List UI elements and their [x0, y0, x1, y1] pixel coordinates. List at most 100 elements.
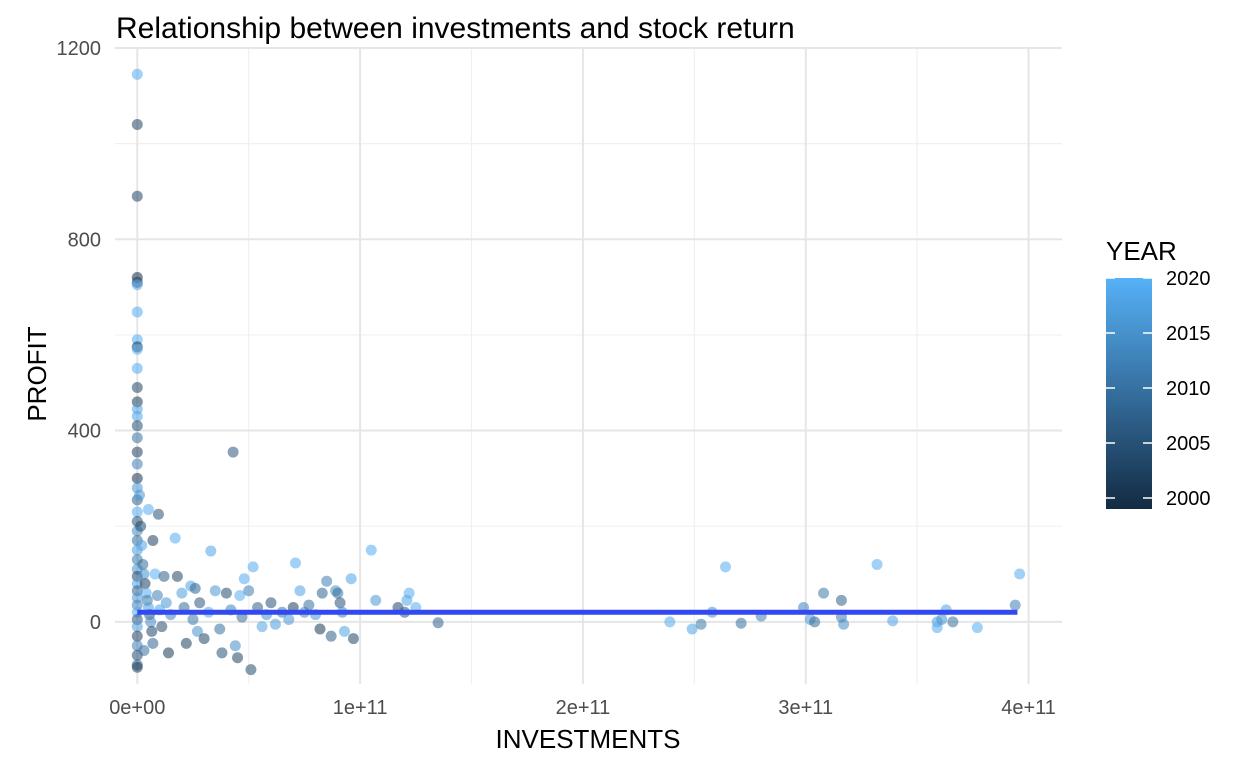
data-point: [131, 458, 143, 470]
legend-tick-label: 2000: [1166, 488, 1211, 510]
data-point: [283, 613, 295, 625]
data-point: [194, 597, 206, 609]
data-point: [220, 587, 232, 599]
data-point: [131, 621, 143, 633]
data-point: [971, 622, 983, 634]
data-point: [686, 623, 698, 635]
data-point: [147, 535, 159, 547]
data-point: [180, 637, 192, 649]
data-point: [131, 410, 143, 422]
data-point: [198, 633, 210, 645]
data-point: [146, 625, 158, 637]
chart-title: Relationship between investments and sto…: [116, 12, 795, 45]
data-point: [1014, 568, 1026, 580]
y-tick-label: 800: [68, 229, 101, 251]
data-point: [139, 578, 151, 590]
data-point: [265, 597, 277, 609]
data-point: [243, 585, 255, 597]
data-point: [314, 623, 326, 635]
data-point: [835, 594, 847, 606]
y-tick-label: 0: [90, 612, 101, 634]
data-point: [947, 616, 959, 628]
data-point: [151, 590, 163, 602]
data-point: [131, 306, 143, 318]
data-point: [345, 573, 357, 585]
data-point: [735, 617, 747, 629]
data-point: [403, 587, 415, 599]
data-point: [887, 615, 899, 627]
x-tick-label: 3e+11: [778, 697, 833, 719]
x-tick-label: 1e+11: [333, 697, 388, 719]
data-point: [171, 570, 183, 582]
data-point: [205, 545, 217, 557]
data-point: [332, 587, 344, 599]
data-point: [131, 119, 143, 131]
legend: YEAR 2000 2005 2010 2015 2020: [1106, 236, 1211, 510]
data-point: [316, 587, 328, 599]
data-point: [131, 630, 143, 642]
data-point: [138, 645, 150, 657]
data-point: [209, 585, 221, 597]
data-point: [838, 618, 850, 630]
data-point: [256, 621, 268, 633]
data-points: [131, 68, 1026, 676]
y-tick-label: 400: [68, 421, 101, 443]
data-point: [160, 597, 172, 609]
data-point: [321, 575, 333, 587]
data-point: [303, 599, 315, 611]
data-point: [334, 597, 346, 609]
data-point: [232, 652, 244, 664]
data-point: [664, 616, 676, 628]
data-point: [695, 618, 707, 630]
x-tick-label: 2e+11: [556, 697, 611, 719]
data-point: [145, 616, 157, 628]
data-point: [137, 558, 149, 570]
y-axis-label: PROFIT: [22, 326, 52, 421]
data-point: [138, 568, 150, 580]
x-tick-label: 0e+00: [109, 697, 165, 719]
legend-tick-label: 2010: [1166, 378, 1211, 400]
data-point: [131, 343, 143, 355]
data-point: [131, 279, 143, 291]
data-point: [191, 625, 203, 637]
legend-colorbar: [1106, 278, 1152, 509]
data-point: [720, 561, 732, 573]
data-point: [818, 587, 830, 599]
data-point: [432, 617, 444, 629]
data-point: [131, 661, 143, 673]
data-point: [158, 570, 170, 582]
data-point: [214, 623, 226, 635]
data-point: [142, 503, 154, 515]
data-point: [131, 446, 143, 458]
data-point: [370, 594, 382, 606]
data-point: [147, 637, 159, 649]
data-point: [131, 362, 143, 374]
data-point: [245, 664, 257, 676]
data-point: [289, 557, 301, 569]
data-point: [131, 382, 143, 394]
data-point: [325, 630, 337, 642]
data-point: [169, 532, 181, 544]
axis-tick-labels: 0e+00 1e+11 2e+11 3e+11 4e+11 0 400 800 1200: [57, 38, 1056, 719]
x-axis-label: INVESTMENTS: [496, 724, 681, 754]
x-tick-label: 4e+11: [1001, 697, 1056, 719]
data-point: [229, 640, 241, 652]
data-point: [294, 585, 306, 597]
data-point: [136, 539, 148, 551]
legend-tick-label: 2020: [1166, 268, 1211, 290]
data-point: [216, 647, 228, 659]
data-point: [131, 472, 143, 484]
data-point: [149, 568, 161, 580]
grid-lines: [115, 47, 1062, 684]
data-point: [931, 622, 943, 634]
data-point: [365, 544, 377, 556]
data-point: [187, 613, 199, 625]
data-point: [247, 561, 259, 573]
data-point: [189, 582, 201, 594]
data-point: [131, 420, 143, 432]
data-point: [156, 621, 168, 633]
data-point: [176, 587, 188, 599]
data-point: [1009, 599, 1021, 611]
